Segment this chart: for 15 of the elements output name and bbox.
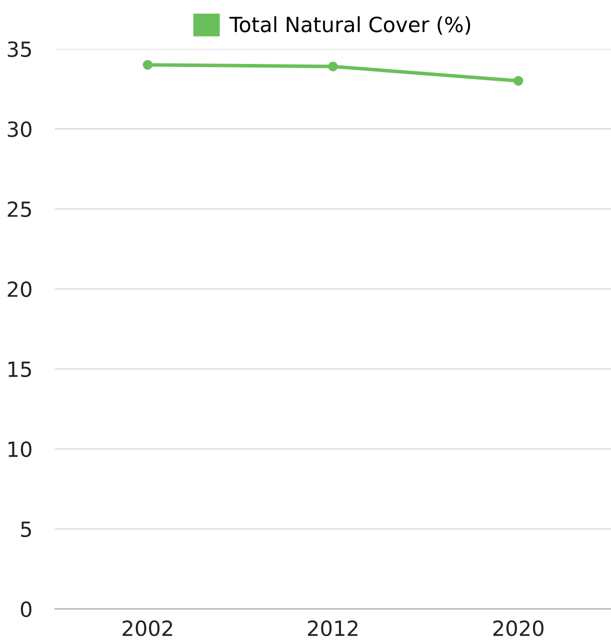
y-tick-label: 15: [8, 362, 31, 378]
x-tick-label: 2002: [122, 620, 172, 636]
x-tick-label: 2020: [493, 620, 544, 636]
y-tick-label: 5: [21, 522, 31, 538]
point: [513, 76, 524, 86]
point: [328, 62, 338, 72]
y-tick-label: 10: [8, 441, 32, 458]
y-tick-label: 30: [8, 121, 32, 138]
x-tick-label: 2012: [308, 620, 358, 636]
point: [142, 60, 153, 70]
y-tick-label: 20: [8, 281, 32, 298]
y-tick-label: 35: [8, 41, 31, 58]
legend-label: Total Natural Cover (%): [229, 16, 470, 35]
y-tick-label: 0: [20, 601, 32, 618]
y-tick-label: 25: [8, 201, 31, 218]
